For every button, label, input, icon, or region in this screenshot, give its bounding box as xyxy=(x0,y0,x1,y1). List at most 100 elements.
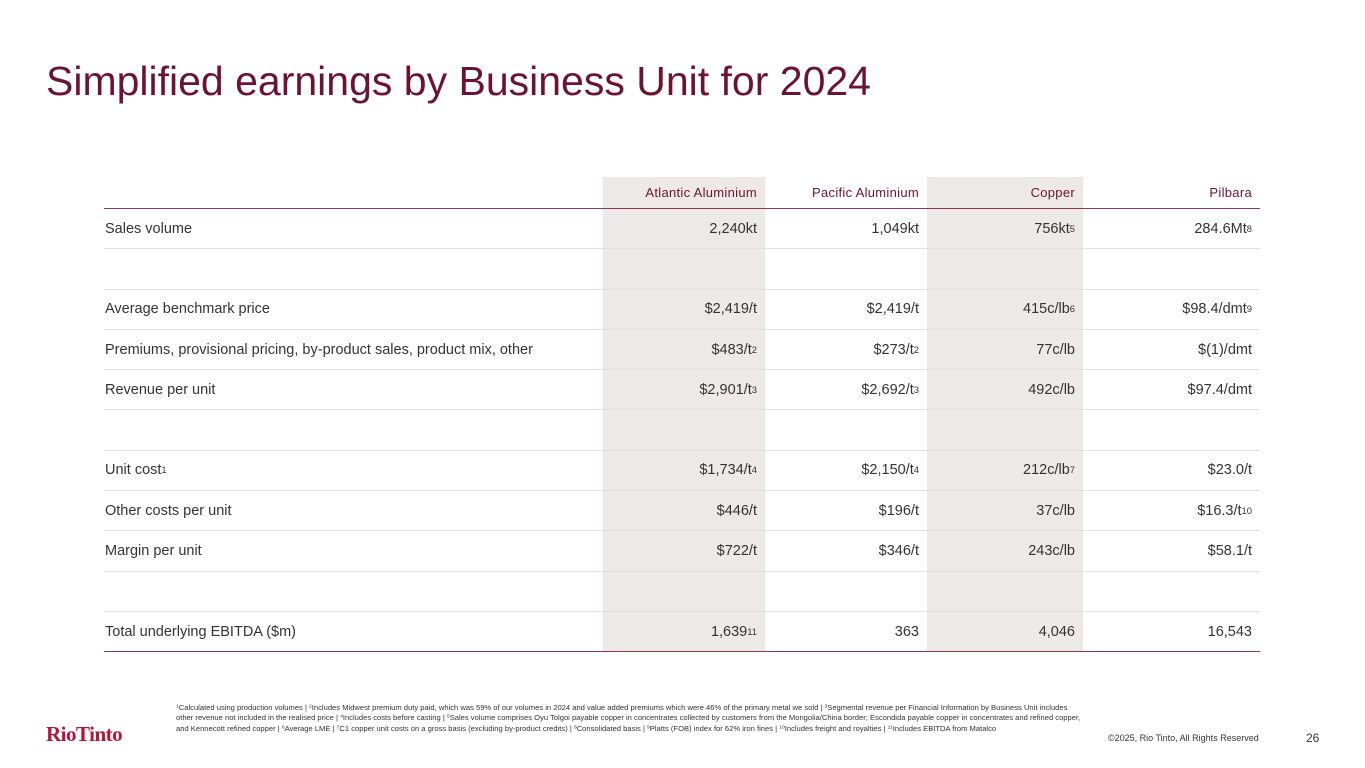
row-label: Revenue per unit xyxy=(104,370,603,409)
column-header: Copper xyxy=(927,177,1083,208)
cell-text: $483/t xyxy=(711,341,752,358)
footnotes: 1Calculated using production volumes | 2… xyxy=(176,703,1086,734)
column-header: Pilbara xyxy=(1209,185,1252,200)
footnote-text: Sales volume comprises Oyu Tolgoi payabl… xyxy=(176,713,1081,733)
cell-text: Average benchmark price xyxy=(105,301,270,318)
cell-text: $2,419/t xyxy=(704,301,757,318)
spacer-cell xyxy=(1083,249,1260,288)
cell-text: 1,639 xyxy=(710,623,748,640)
footnote-number: 7 xyxy=(336,724,340,730)
cell: $2,419/t xyxy=(765,290,927,329)
footnote-text: Average LME | xyxy=(284,723,337,733)
spacer-cell xyxy=(104,410,603,449)
page-number: 26 xyxy=(1306,731,1320,745)
cell-text: 37c/lb xyxy=(1036,502,1075,519)
cell: 243c/lb xyxy=(927,531,1083,571)
cell: $273/t 2 xyxy=(873,341,919,358)
cell: 756kt 5 xyxy=(927,209,1083,249)
cell: $196/t xyxy=(765,491,927,530)
cell-text: 243c/lb xyxy=(1028,543,1075,560)
cell-text: $1,734/t xyxy=(699,462,752,479)
cell-text: Margin per unit xyxy=(105,543,202,560)
cell: 1,049kt xyxy=(765,209,927,248)
table-row: Total underlying EBITDA ($m) 1,639 11 363 4,… xyxy=(104,611,1260,653)
cell: $58.1/t xyxy=(1083,531,1260,570)
cell-text: 212c/lb xyxy=(1023,462,1070,479)
cell: $(1)/dmt xyxy=(1083,330,1260,369)
footnote-number: 4 xyxy=(340,714,343,720)
footnote-text: Includes Midwest premium duty paid, whic… xyxy=(311,703,825,712)
footnote-number: 6 xyxy=(281,724,285,730)
cell: 2,240kt xyxy=(603,209,765,249)
footnote-text: Calculated using production volumes | xyxy=(178,703,310,712)
cell: 1,639 11 xyxy=(603,611,765,652)
table-row: Margin per unit $722/t $346/t 243c/lb $58.1/… xyxy=(104,531,1260,572)
row-label: Other costs per unit xyxy=(104,491,603,530)
cell: $98.4/dmt 9 xyxy=(1182,301,1252,318)
cell: $722/t xyxy=(603,531,765,571)
row-label: Premiums, provisional pricing, by-produc… xyxy=(104,330,603,369)
spacer-cell xyxy=(104,572,603,611)
spacer-cell xyxy=(927,410,1083,450)
spacer-cell xyxy=(927,571,1083,611)
cell-text: $16.3/t xyxy=(1197,502,1242,519)
footnote-text: Platts (FOB) index for 62% iron fines | xyxy=(649,723,780,733)
table-row: Sales volume 2,240kt 1,049kt 756kt 5 284.6Mt 8 xyxy=(104,209,1260,250)
cell-text: Revenue per unit xyxy=(105,381,216,398)
cell-text: $273/t xyxy=(873,341,914,358)
cell: 212c/lb 7 xyxy=(927,450,1083,491)
footnote-text: Consolidated basis | xyxy=(576,723,648,733)
table-row: Revenue per unit $2,901/t 3 $2,692/t 3 492c/l… xyxy=(104,370,1260,411)
row-label: Unit cost 1 xyxy=(105,462,167,479)
spacer-cell xyxy=(1083,572,1260,611)
spacer-cell xyxy=(603,249,765,289)
cell-text: Premiums, provisional pricing, by-produc… xyxy=(105,341,533,358)
footnote-number: 8 xyxy=(573,724,577,730)
spacer-cell xyxy=(927,249,1083,289)
spacer-row xyxy=(104,571,1260,612)
table-row: Average benchmark price $2,419/t $2,419/t 4… xyxy=(104,289,1260,330)
cell-text: 415c/lb xyxy=(1023,301,1070,318)
cell: 37c/lb xyxy=(927,491,1083,531)
header-row: Atlantic Aluminium Pacific Aluminium Coppe… xyxy=(104,177,1260,209)
cell-text: $97.4/dmt xyxy=(1187,381,1253,398)
cell: $483/t 2 xyxy=(603,329,765,370)
cell: 363 xyxy=(765,612,927,651)
spacer-cell xyxy=(104,249,603,288)
cell: $1,734/t 4 xyxy=(603,450,765,491)
earnings-table: Atlantic Aluminium Pacific Aluminium Coppe… xyxy=(104,177,1260,653)
spacer-cell xyxy=(603,571,765,611)
cell-text: 756kt xyxy=(1034,220,1070,237)
footnote-number: 3 xyxy=(824,704,828,710)
row-label: Average benchmark price xyxy=(104,290,603,329)
cell: $2,692/t 3 xyxy=(861,381,919,398)
cell-text: $2,901/t xyxy=(699,381,752,398)
cell: $446/t xyxy=(603,491,765,531)
footnote-number: 10 xyxy=(779,724,785,730)
row-label: Sales volume xyxy=(104,209,603,248)
column-header: Pacific Aluminium xyxy=(812,185,919,200)
table-row: Unit cost 1 $1,734/t 4 $2,150/t 4 212c/lb 7 $23.… xyxy=(104,450,1260,492)
spacer-cell xyxy=(1083,410,1260,449)
table-row: Premiums, provisional pricing, by-produc… xyxy=(104,329,1260,371)
cell-text: 492c/lb xyxy=(1028,381,1075,398)
footnote-number: 1 xyxy=(176,704,179,710)
row-label: Total underlying EBITDA ($m) xyxy=(104,612,603,651)
cell-text: 284.6Mt xyxy=(1194,220,1247,237)
cell-text: Sales volume xyxy=(105,220,193,237)
spacer-row xyxy=(104,410,1260,451)
cell-text: $(1)/dmt xyxy=(1198,341,1252,358)
cell-text: $23.0/t xyxy=(1207,462,1252,479)
cell: $2,419/t xyxy=(603,289,765,329)
spacer-cell xyxy=(765,410,927,449)
footnote-number: 5 xyxy=(446,714,450,720)
cell-text: 77c/lb xyxy=(1036,341,1075,358)
cell-text: $722/t xyxy=(716,543,757,560)
header-cell xyxy=(104,177,603,208)
spacer-row xyxy=(104,249,1260,290)
cell: 16,543 xyxy=(1083,612,1260,651)
footnote-text: Includes EBITDA from Matalco xyxy=(892,723,997,733)
cell-text: $2,150/t xyxy=(861,462,914,479)
cell-text: Unit cost xyxy=(105,462,162,479)
